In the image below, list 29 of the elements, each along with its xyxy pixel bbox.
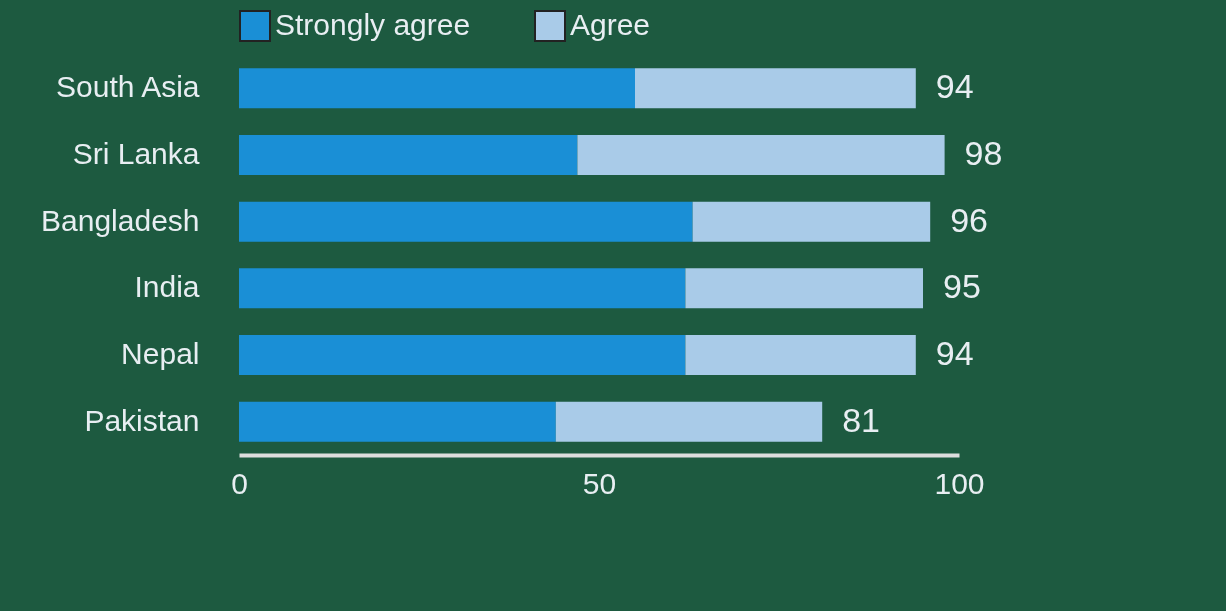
total-label: 98 (964, 134, 1003, 172)
y-tick-label: Nepal (121, 337, 200, 370)
bar (239, 201, 693, 242)
legend-label: Strongly agree (275, 8, 471, 41)
bar (239, 268, 686, 309)
x-tick-label: 100 (934, 466, 985, 500)
total-label: 95 (943, 267, 981, 306)
bar (692, 201, 931, 242)
bar (685, 268, 923, 309)
bar (555, 401, 823, 442)
x-tick-label: 50 (582, 466, 617, 500)
legend-label: Agree (570, 8, 651, 41)
total-label: 81 (842, 400, 881, 439)
y-tick-label: India (134, 270, 200, 304)
bar (239, 335, 686, 375)
y-tick-label: Pakistan (84, 403, 200, 437)
bar (239, 135, 578, 175)
bar (577, 135, 945, 175)
bar (239, 68, 635, 109)
y-tick-label: Sri Lanka (72, 137, 200, 170)
total-label: 96 (950, 200, 989, 239)
bar (239, 401, 556, 442)
x-tick-label: 0 (231, 466, 248, 500)
total-label: 94 (935, 67, 974, 106)
y-tick-label: South Asia (56, 70, 200, 104)
bar (635, 68, 916, 109)
total-label: 94 (935, 334, 974, 372)
y-tick-label: Bangladesh (41, 203, 200, 237)
bar (685, 335, 916, 375)
